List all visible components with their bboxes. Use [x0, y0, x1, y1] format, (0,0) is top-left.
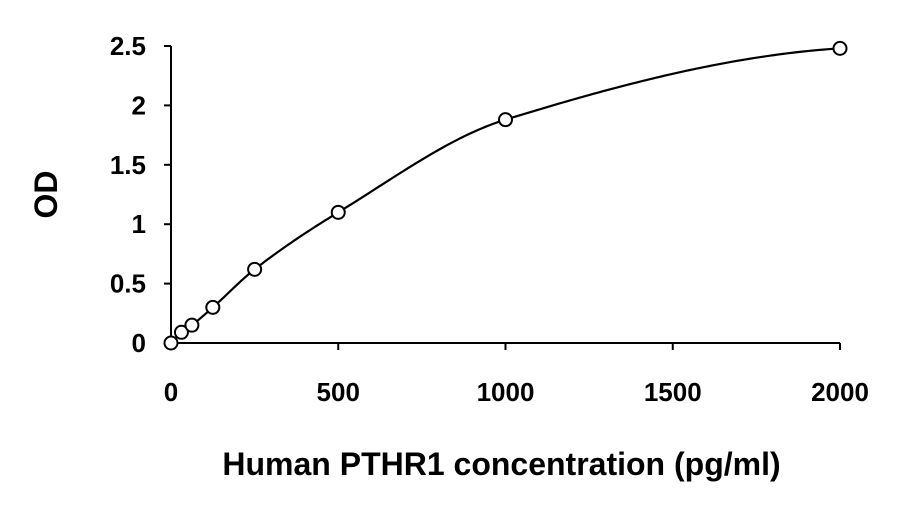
data-point: [163, 335, 179, 351]
x-tick-label: 1500: [644, 377, 702, 407]
y-ticks: 0 0.5 1 1.5 2 2.5: [110, 31, 171, 358]
x-tick-label: 0: [164, 377, 178, 407]
x-tick-label: 500: [317, 377, 360, 407]
data-point: [173, 324, 189, 340]
axes: [170, 46, 840, 344]
y-tick-label: 2.5: [110, 31, 146, 61]
plot-area: [163, 40, 848, 351]
fit-curve: [170, 47, 841, 344]
data-point: [330, 204, 346, 220]
data-point: [832, 40, 848, 56]
y-tick-label: 0.5: [110, 269, 146, 299]
data-point: [498, 112, 513, 128]
x-axis-title: Human PTHR1 concentration (pg/ml): [222, 446, 780, 482]
y-tick-label: 1: [132, 209, 146, 239]
x-tick-label: 1000: [477, 377, 535, 407]
data-point: [184, 317, 200, 333]
y-tick-label: 1.5: [110, 150, 146, 180]
x-tick-label: 2000: [811, 377, 869, 407]
y-tick-label: 2: [132, 90, 146, 120]
x-ticks: 0 500 1000 1500 2000: [164, 343, 869, 407]
y-axis-title: OD: [28, 171, 64, 219]
y-tick-label: 0: [132, 328, 146, 358]
data-points: [163, 40, 848, 351]
data-point: [205, 299, 221, 315]
data-point: [247, 261, 263, 277]
